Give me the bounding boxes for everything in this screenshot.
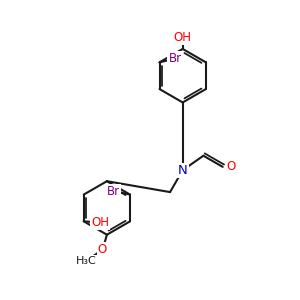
Text: OH: OH xyxy=(174,31,192,44)
Text: Br: Br xyxy=(168,52,182,65)
Text: O: O xyxy=(98,243,107,256)
Text: Br: Br xyxy=(107,184,120,197)
Text: H₃C: H₃C xyxy=(76,256,97,266)
Text: N: N xyxy=(178,164,188,177)
Text: O: O xyxy=(226,160,236,173)
Text: OH: OH xyxy=(91,216,109,229)
